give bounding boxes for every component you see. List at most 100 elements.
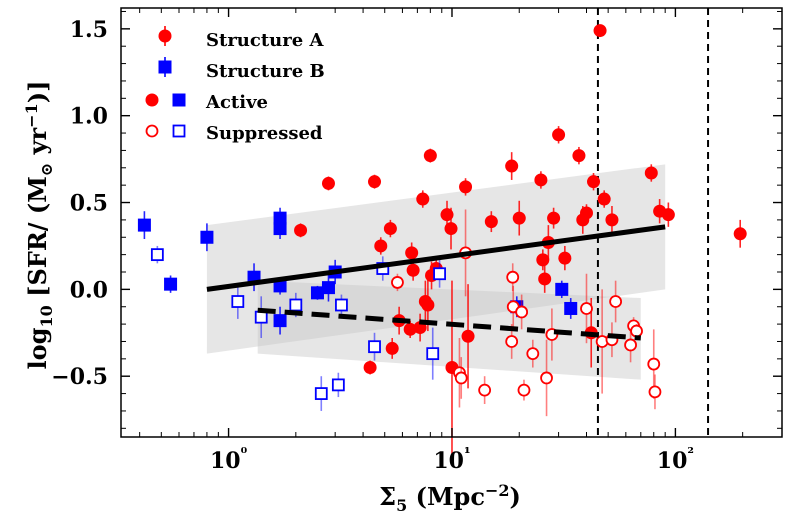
data-point-0-24 [512,200,526,236]
data-point-2-11 [540,339,553,417]
data-point-0-36 [597,190,611,208]
data-point-0-3 [374,237,388,255]
point-marker [505,335,519,348]
point-marker [273,222,287,236]
x-axis-label: Σ5 (Mpc−2) [379,481,521,515]
legend-marker-structure-b [158,60,172,74]
point-marker [321,176,335,190]
suppressed-fit-line [257,307,641,341]
confidence-band-2 [257,280,641,380]
data-point-0-4 [383,219,397,238]
data-point-1-8 [310,285,324,300]
point-marker [538,272,552,286]
data-point-2-10 [526,339,540,368]
y-tick-label: 1.5 [70,17,108,43]
y-axis-label: log10 [SFR/ (M⊙ yr−1)] [22,81,56,370]
point-marker [433,267,446,281]
legend-marker-active-square [172,93,186,107]
point-marker [374,239,388,253]
point-marker [164,277,178,291]
point-marker [580,302,593,315]
data-point-0-30 [558,245,572,271]
point-marker [385,341,399,355]
point-marker [310,286,324,300]
point-marker [630,324,643,338]
data-point-0-1 [321,176,335,191]
data-point-0-25 [534,171,548,189]
data-point-2-9 [517,379,531,401]
data-point-0-37 [605,206,619,234]
data-point-1-9 [321,273,335,302]
point-marker [593,24,607,38]
y-tick-label: 0.5 [70,191,108,217]
y-tick-label: 0.0 [70,277,108,303]
data-point-2-16 [609,280,623,323]
data-point-0-28 [547,207,561,229]
point-marker [572,149,586,163]
data-point-0-38 [644,164,658,182]
point-marker [579,206,593,220]
point-marker [454,371,468,385]
data-point-2-0 [391,273,404,292]
point-marker [733,227,747,241]
point-marker [444,222,458,236]
legend-marker-active-circle [145,93,159,107]
point-marker [647,357,661,371]
data-point-0-40 [661,202,675,227]
point-marker [321,281,335,295]
data-point-0-14 [423,148,437,163]
data-point-1-1 [164,275,178,293]
point-marker [383,222,397,236]
point-marker [552,128,566,142]
plot-area [137,8,747,455]
point-marker [423,149,437,163]
point-marker [564,301,578,315]
point-marker [505,159,519,173]
y-tick-label: 1.0 [70,104,108,130]
point-marker [540,371,553,385]
point-marker [605,213,619,227]
point-marker [273,314,287,328]
point-marker [294,223,308,237]
data-point-3-10 [433,259,446,288]
point-marker [515,305,529,319]
point-marker [391,276,404,289]
point-marker [421,298,435,312]
data-point-2-6 [506,263,520,292]
point-marker [506,270,520,284]
data-point-0-5 [385,338,399,359]
data-point-1-13 [564,298,578,319]
x-tick-label: 10¹ [433,444,470,474]
data-point-0-20 [459,178,473,196]
data-point-0-43 [536,249,550,271]
point-marker [597,192,611,206]
data-point-0-22 [484,211,498,233]
data-point-1-0 [137,211,151,239]
point-marker [478,383,492,397]
point-marker [661,208,675,222]
point-marker [416,192,430,206]
data-point-2-2 [454,357,468,399]
data-point-0-33 [579,204,593,222]
point-marker [459,180,473,194]
data-point-1-12 [555,280,569,299]
point-marker [536,253,550,267]
data-point-0-29 [552,126,566,144]
data-point-0-21 [461,284,475,389]
data-point-0-34 [587,173,601,191]
point-marker [231,295,245,308]
legend: Structure A Structure B Active Suppresse… [145,26,325,144]
legend-label-suppressed: Suppressed [206,123,323,144]
point-marker [547,211,561,225]
data-point-3-6 [335,294,348,316]
point-marker [403,322,417,336]
data-point-3-0 [150,245,164,264]
data-point-0-26 [538,265,552,293]
data-point-2-14 [595,289,609,394]
point-marker [648,385,662,399]
point-marker [461,329,475,343]
data-point-0-11 [416,190,430,208]
point-marker [406,263,420,277]
legend-label-active: Active [205,92,268,113]
data-point-0-2 [368,174,382,189]
